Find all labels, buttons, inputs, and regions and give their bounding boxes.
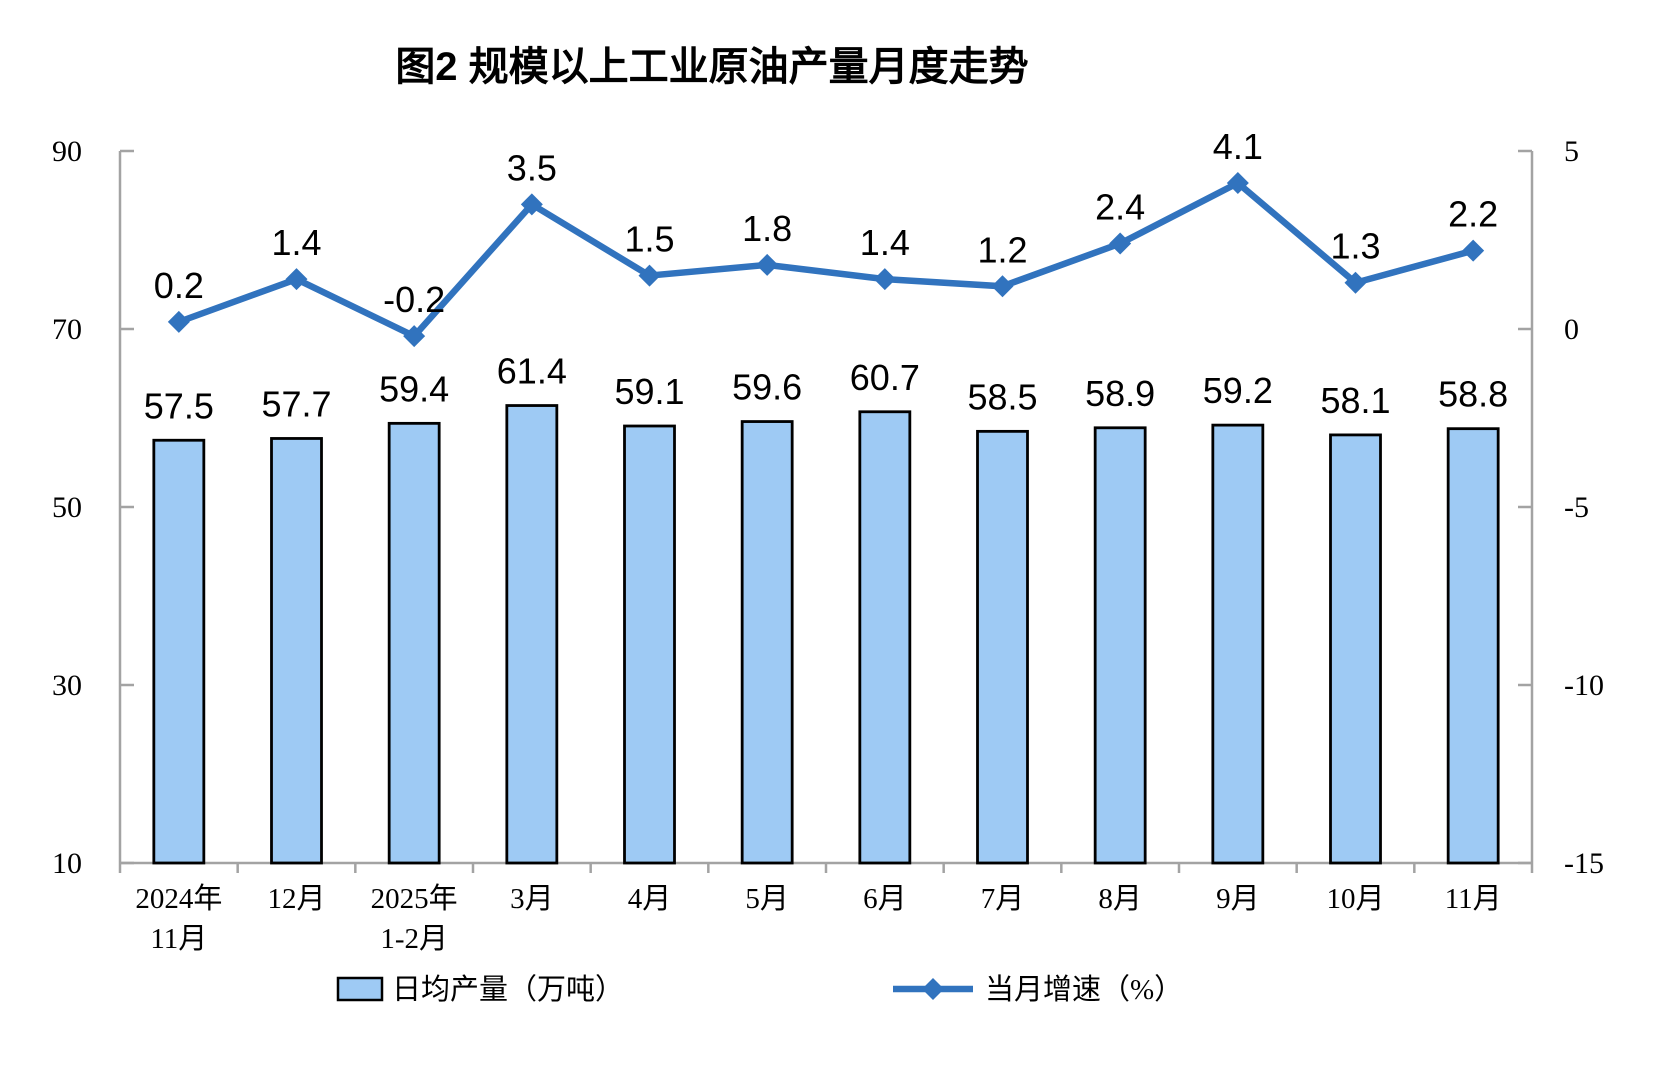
left-axis-tick-label: 10 bbox=[52, 847, 82, 880]
left-axis-tick-label: 50 bbox=[52, 491, 82, 524]
bar bbox=[1093, 426, 1147, 865]
x-axis-category-label: 6月 bbox=[863, 883, 907, 915]
bar-value-label: 61.4 bbox=[497, 351, 567, 392]
bar-value-label: 59.1 bbox=[614, 371, 684, 412]
bar-value-label: 60.7 bbox=[850, 357, 920, 398]
bar bbox=[1211, 423, 1265, 865]
line-value-label: 0.2 bbox=[154, 265, 204, 306]
x-axis-category-label: 2025年 bbox=[371, 882, 458, 915]
x-axis-category-label: 4月 bbox=[628, 883, 672, 915]
x-axis-category-label: 9月 bbox=[1216, 883, 1260, 915]
line-value-label: 1.5 bbox=[624, 219, 674, 260]
bar-value-label: 58.9 bbox=[1085, 373, 1155, 414]
line-marker-icon bbox=[1344, 271, 1367, 294]
growth-line bbox=[177, 179, 1475, 341]
left-axis-tick-label: 90 bbox=[52, 135, 82, 168]
line-marker-icon bbox=[756, 253, 779, 276]
left-axis-tick-label: 30 bbox=[52, 669, 82, 702]
line-marker-icon bbox=[520, 193, 543, 216]
x-axis-category-label: 3月 bbox=[510, 883, 554, 915]
x-axis-category-label: 7月 bbox=[981, 883, 1025, 915]
plot-area: 10 30 50 70 90 -15 -10 -5 0 5 2024年 11月 12月 2025年 1-2月… bbox=[52, 126, 1604, 955]
line-value-label: 1.3 bbox=[1330, 226, 1380, 267]
line-value-label: 2.2 bbox=[1448, 194, 1498, 235]
x-axis-category-label: 11月 bbox=[150, 923, 207, 955]
line-value-label: 1.2 bbox=[977, 229, 1027, 270]
bar-value-label: 59.2 bbox=[1203, 370, 1273, 411]
bar bbox=[976, 429, 1029, 865]
x-axis-category-label: 10月 bbox=[1326, 883, 1384, 915]
x-axis-category-label: 2024年 bbox=[135, 882, 222, 915]
x-axis-category-label: 1-2月 bbox=[380, 923, 448, 955]
line-value-label: 1.4 bbox=[271, 222, 321, 263]
bar bbox=[152, 438, 206, 865]
bar-value-label: 58.5 bbox=[967, 376, 1037, 417]
line-marker-icon bbox=[638, 264, 661, 287]
right-axis-tick-label: 5 bbox=[1564, 135, 1579, 168]
line-marker-icon bbox=[873, 268, 896, 291]
legend-bar-label: 日均产量（万吨） bbox=[392, 973, 624, 1006]
x-axis-category-label: 8月 bbox=[1098, 883, 1142, 915]
bar bbox=[505, 404, 559, 865]
line-marker-icon bbox=[991, 275, 1014, 298]
x-axis-category-label: 11月 bbox=[1445, 883, 1502, 915]
chart-title: 图2 规模以上工业原油产量月度走势 bbox=[395, 45, 1028, 89]
line-value-label: 2.4 bbox=[1095, 187, 1145, 228]
right-axis-tick-label: 0 bbox=[1564, 313, 1579, 346]
bar bbox=[270, 437, 323, 865]
line-value-label: 1.8 bbox=[742, 208, 792, 249]
legend-line-label: 当月增速（%） bbox=[985, 973, 1183, 1006]
legend-bar-swatch-icon bbox=[336, 976, 384, 1002]
bar bbox=[387, 421, 441, 865]
bar-value-label: 59.4 bbox=[379, 368, 449, 409]
bar bbox=[623, 424, 676, 865]
x-axis-category-label: 12月 bbox=[267, 883, 325, 915]
bar-value-label: 57.7 bbox=[261, 383, 331, 424]
line-value-label: 4.1 bbox=[1213, 126, 1263, 167]
line-value-label: 1.4 bbox=[860, 222, 910, 263]
legend-line-marker-icon bbox=[922, 978, 944, 1000]
right-axis-tick-label: -10 bbox=[1564, 669, 1604, 702]
bar-value-label: 57.5 bbox=[144, 385, 214, 426]
line-marker-icon bbox=[1226, 172, 1249, 195]
right-axis-tick-label: -15 bbox=[1564, 847, 1604, 880]
bar bbox=[740, 420, 794, 865]
bar-value-label: 58.8 bbox=[1438, 374, 1508, 415]
legend: 日均产量（万吨） 当月增速（%） bbox=[336, 973, 1183, 1006]
line-value-label: 3.5 bbox=[507, 147, 557, 188]
bar-value-label: 58.1 bbox=[1320, 380, 1390, 421]
left-axis-tick-label: 70 bbox=[52, 313, 82, 346]
bar bbox=[1329, 433, 1382, 865]
right-axis-tick-label: -5 bbox=[1564, 491, 1589, 524]
line-marker-icon bbox=[167, 310, 190, 333]
bar bbox=[858, 410, 912, 865]
bar bbox=[1446, 427, 1500, 865]
x-axis-category-label: 5月 bbox=[745, 883, 789, 915]
line-marker-icon bbox=[403, 325, 426, 348]
line-marker-icon bbox=[1462, 239, 1485, 262]
bar-value-label: 59.6 bbox=[732, 367, 802, 408]
line-value-label: -0.2 bbox=[383, 279, 445, 320]
line-marker-icon bbox=[285, 268, 308, 291]
line-marker-icon bbox=[1109, 232, 1132, 255]
